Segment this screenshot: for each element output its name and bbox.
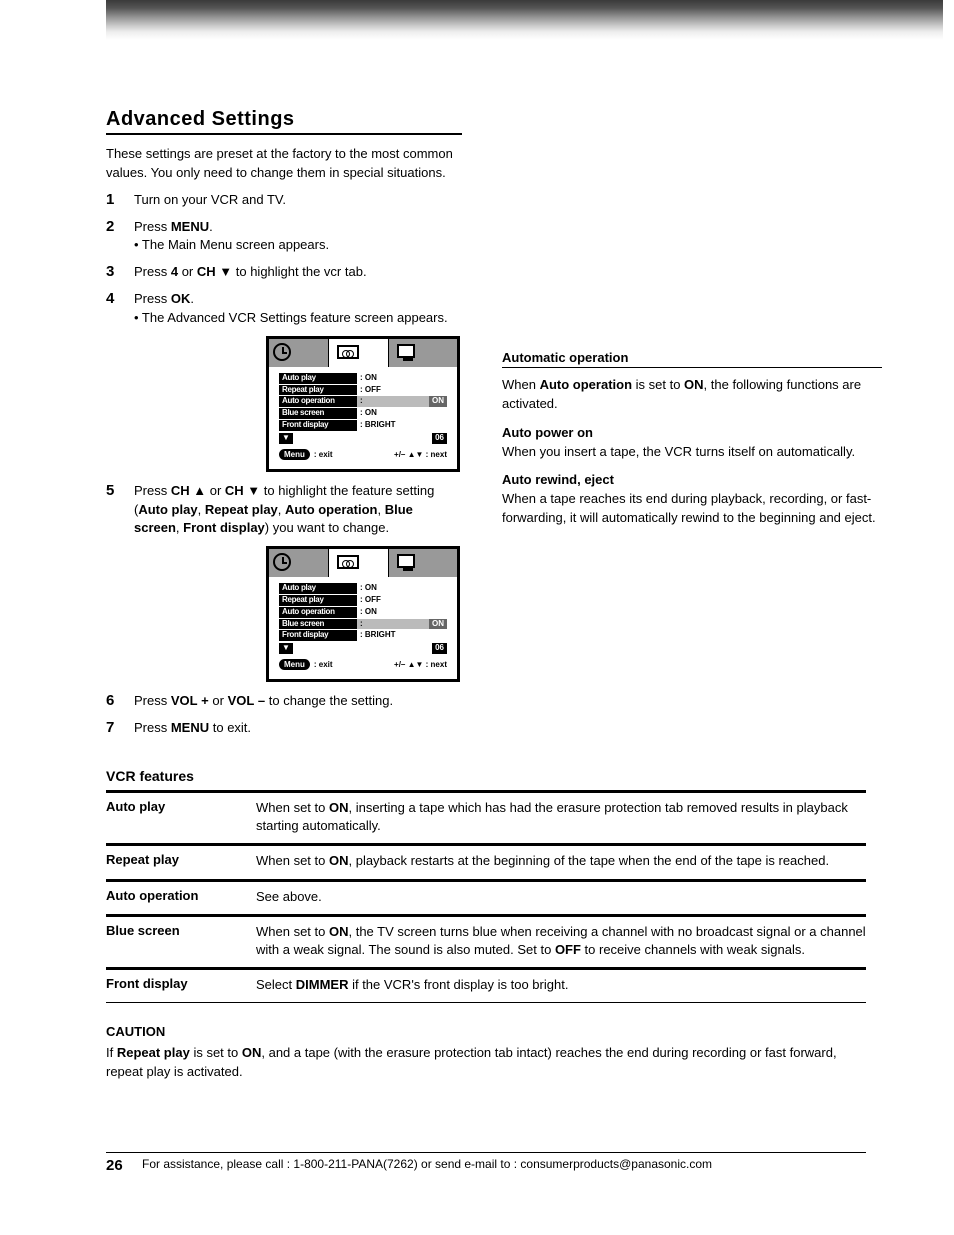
tv-icon (397, 554, 415, 568)
step-number: 7 (106, 719, 134, 736)
feature-row: Auto playWhen set to ON, inserting a tap… (106, 793, 866, 846)
feature-row: Front displaySelect DIMMER if the VCR's … (106, 970, 866, 1003)
tape-icon (337, 555, 359, 569)
feature-desc: When set to ON, inserting a tape which h… (256, 799, 866, 835)
feature-desc: Select DIMMER if the VCR's front display… (256, 976, 866, 994)
header-gradient (106, 0, 943, 40)
clock-icon (273, 343, 291, 361)
tv-icon (397, 344, 415, 358)
feature-row: Blue screenWhen set to ON, the TV screen… (106, 917, 866, 970)
page-footer: 26 For assistance, please call : 1-800-2… (106, 1152, 866, 1174)
page-number: 26 (106, 1157, 142, 1174)
step-row: 5Press CH ▲ or CH ▼ to highlight the fea… (106, 482, 462, 539)
step-number: 2 (106, 218, 134, 235)
features-heading: VCR features (106, 768, 954, 784)
right-column: Automatic operation When Auto operation … (502, 350, 882, 528)
step-text: Press VOL + or VOL – to change the setti… (134, 692, 462, 711)
caution-block: CAUTION If Repeat play is set to ON, and… (106, 1023, 866, 1082)
feature-label: Repeat play (106, 852, 256, 870)
step-text: Press OK.• The Advanced VCR Settings fea… (134, 290, 462, 328)
tape-icon (337, 345, 359, 359)
step-row: 3Press 4 or CH ▼ to highlight the vcr ta… (106, 263, 462, 282)
osd-screen: Auto play: ONRepeat play: OFFAuto operat… (266, 546, 460, 682)
step-text: Press 4 or CH ▼ to highlight the vcr tab… (134, 263, 462, 282)
feature-desc: See above. (256, 888, 866, 906)
step-number: 1 (106, 191, 134, 208)
caution-body: If Repeat play is set to ON, and a tape … (106, 1045, 837, 1079)
feature-row: Repeat playWhen set to ON, playback rest… (106, 846, 866, 881)
footer-text: For assistance, please call : 1-800-211-… (142, 1157, 712, 1174)
auto-op-underline (502, 367, 882, 368)
feature-row: Auto operationSee above. (106, 882, 866, 917)
step-text: Press MENU.• The Main Menu screen appear… (134, 218, 462, 256)
feature-desc: When set to ON, playback restarts at the… (256, 852, 866, 870)
feature-label: Auto play (106, 799, 256, 835)
osd-screen: Auto play: ONRepeat play: OFFAuto operat… (266, 336, 460, 472)
feature-label: Front display (106, 976, 256, 994)
step-text: Turn on your VCR and TV. (134, 191, 462, 210)
step-number: 4 (106, 290, 134, 307)
step-row: 1Turn on your VCR and TV. (106, 191, 462, 210)
step-number: 5 (106, 482, 134, 499)
section-underline (106, 133, 462, 135)
feature-desc: When set to ON, the TV screen turns blue… (256, 923, 866, 959)
auto-op-body: When Auto operation is set to ON, the fo… (502, 376, 882, 414)
step-row: 4Press OK.• The Advanced VCR Settings fe… (106, 290, 462, 328)
auto-op-heading: Automatic operation (502, 350, 882, 365)
step-text: Press MENU to exit. (134, 719, 462, 738)
step-number: 6 (106, 692, 134, 709)
step-number: 3 (106, 263, 134, 280)
step-row: 6Press VOL + or VOL – to change the sett… (106, 692, 462, 711)
step-text: Press CH ▲ or CH ▼ to highlight the feat… (134, 482, 462, 539)
feature-label: Auto operation (106, 888, 256, 906)
right-item: Auto rewind, ejectWhen a tape reaches it… (502, 471, 882, 528)
step-row: 7Press MENU to exit. (106, 719, 462, 738)
section-heading: Advanced Settings (106, 108, 954, 131)
intro-text: These settings are preset at the factory… (106, 145, 456, 183)
caution-title: CAUTION (106, 1023, 866, 1042)
right-item: Auto power onWhen you insert a tape, the… (502, 424, 882, 462)
step-row: 2Press MENU.• The Main Menu screen appea… (106, 218, 462, 256)
feature-label: Blue screen (106, 923, 256, 959)
